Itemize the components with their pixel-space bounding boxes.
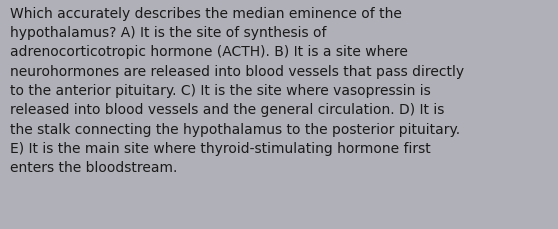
- Text: Which accurately describes the median eminence of the
hypothalamus? A) It is the: Which accurately describes the median em…: [10, 7, 464, 174]
